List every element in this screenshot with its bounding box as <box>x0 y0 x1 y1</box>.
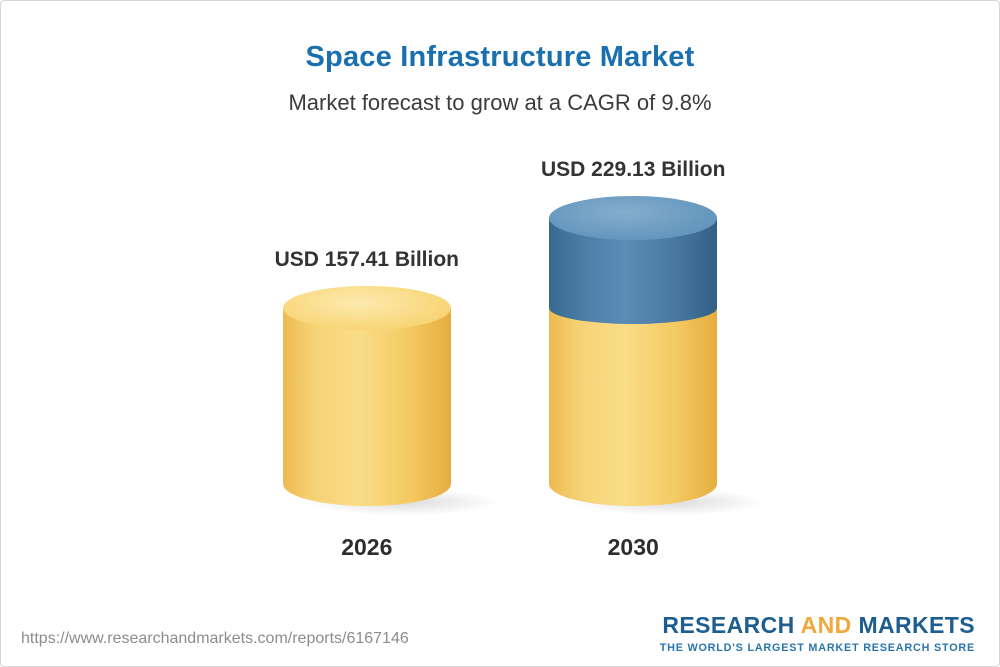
cylinder-2030 <box>549 195 770 516</box>
logo-wordmark: RESEARCH AND MARKETS <box>660 612 975 639</box>
logo-word-and: AND <box>800 612 852 638</box>
brand-logo[interactable]: RESEARCH AND MARKETS THE WORLD'S LARGEST… <box>660 612 975 654</box>
source-url-link[interactable]: https://www.researchandmarkets.com/repor… <box>21 630 409 647</box>
logo-word-markets: MARKETS <box>858 612 975 638</box>
year-label-2030: 2030 <box>607 534 659 560</box>
header: Space Infrastructure Market Market forec… <box>1 41 999 116</box>
bar-2030-base-body <box>549 308 718 506</box>
logo-tagline: THE WORLD'S LARGEST MARKET RESEARCH STOR… <box>659 642 975 654</box>
bar-group-2026: USD 157.41 Billion 2026 <box>274 248 503 561</box>
bar-2026-body <box>282 308 451 506</box>
chart-subtitle: Market forecast to grow at a CAGR of 9.8… <box>288 90 712 115</box>
cylinder-2026-cap <box>282 286 451 330</box>
logo-word-research: RESEARCH <box>662 612 795 638</box>
year-label-2026: 2026 <box>341 534 393 560</box>
value-label-2030: USD 229.13 Billion <box>541 157 726 181</box>
value-label-2026: USD 157.41 Billion <box>274 248 459 271</box>
cylinder-2030-cap <box>549 195 718 240</box>
bar-chart: USD 157.41 Billion 2026 USD 229.13 Billi… <box>1 158 999 561</box>
cylinder-2026 <box>282 286 503 516</box>
chart-title: Space Infrastructure Market <box>305 41 695 73</box>
footer: https://www.researchandmarkets.com/repor… <box>1 606 999 666</box>
bar-group-2030: USD 229.13 Billion 2030 <box>541 157 770 561</box>
